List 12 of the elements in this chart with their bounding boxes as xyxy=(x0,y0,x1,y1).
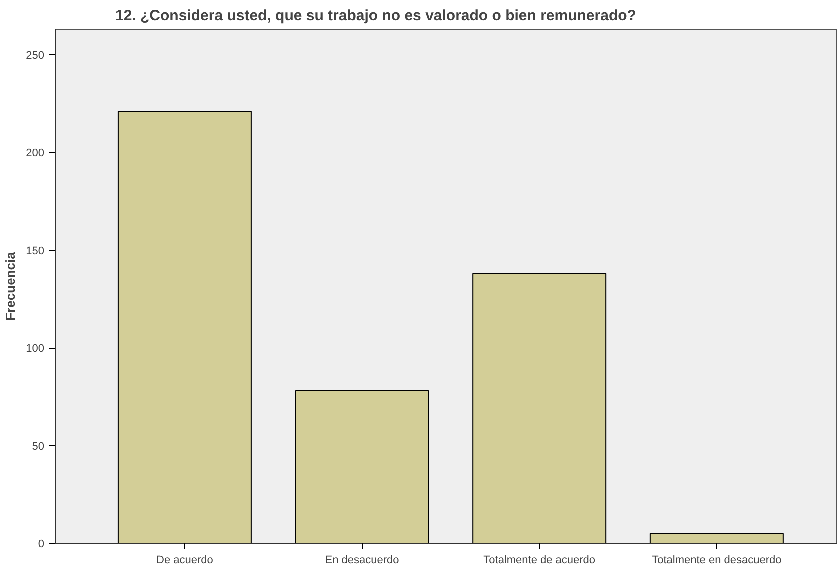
y-tick-label: 50 xyxy=(32,440,45,453)
x-tick-label: En desacuerdo xyxy=(325,554,400,566)
y-tick-label: 200 xyxy=(26,148,45,160)
x-tick-label: De acuerdo xyxy=(156,554,214,566)
x-tick-label: Totalmente en desacuerdo xyxy=(652,554,782,566)
chart-title: 12. ¿Considera usted, que su trabajo no es valorado o bien remunerado? xyxy=(116,8,636,24)
y-tick-label: 150 xyxy=(26,245,45,258)
x-tick-label: Totalmente de acuerdo xyxy=(484,554,596,566)
y-axis-title: Frecuencia xyxy=(3,251,18,321)
y-tick-label: 0 xyxy=(38,538,45,550)
y-tick-label: 100 xyxy=(26,343,45,356)
y-tick-label: 250 xyxy=(26,50,45,62)
